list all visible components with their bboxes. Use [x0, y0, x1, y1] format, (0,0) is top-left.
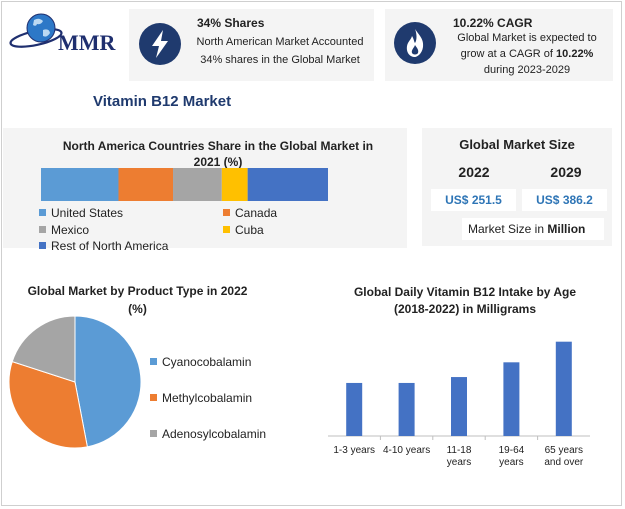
pie-legend-item-methylcobalamin: Methylcobalamin	[150, 391, 252, 405]
legend-label: Adenosylcobalamin	[162, 427, 267, 441]
na-legend-item-cuba: Cuba	[223, 223, 264, 237]
year-2022: 2022	[458, 164, 490, 180]
na-bar-segment-rest-of-north-america	[247, 168, 328, 201]
na-legend-item-rest-of-north-america: Rest of North America	[39, 239, 168, 253]
legend-label: Methylcobalamin	[162, 391, 253, 405]
highlight-card-cagr: 10.22% CAGR Global Market is expected to…	[385, 9, 613, 81]
x-tick-label: 11-18 years	[447, 445, 472, 468]
shares-heading: 34% Shares	[197, 16, 265, 30]
legend-label: United States	[51, 206, 124, 220]
unit-note-unit: Million	[547, 222, 586, 236]
age-bar-19-64-years	[503, 362, 520, 436]
market-size-unit-note: Market Size in Million	[462, 218, 604, 240]
na-legend-item-mexico: Mexico	[39, 223, 89, 237]
shares-line-2: 34% shares in the Global Market	[200, 54, 360, 66]
cagr-heading: 10.22% CAGR	[453, 16, 533, 30]
pie-chart-title-line-1: Global Market by Product Type in 2022	[27, 284, 248, 298]
unit-note-prefix: Market Size in	[468, 222, 548, 236]
na-stacked-bar	[41, 168, 328, 201]
na-chart-title: North America Countries Share in the Glo…	[62, 139, 374, 169]
x-tick-label: 65 years and over	[544, 445, 584, 468]
age-bar-4-10-years	[398, 382, 415, 436]
x-tick-label: 4-10 years	[383, 445, 430, 456]
legend-swatch	[39, 226, 46, 233]
legend-label: Canada	[235, 206, 278, 220]
pie-slice-methylcobalamin	[8, 360, 88, 449]
x-tick-label: 1-3 years	[333, 445, 375, 456]
age-bar-11-18-years	[451, 377, 467, 436]
north-america-share-card: North America Countries Share in the Glo…	[3, 128, 407, 253]
legend-swatch	[150, 358, 157, 365]
na-legend-item-canada: Canada	[223, 206, 277, 220]
pie-legend-item-adenosylcobalamin: Adenosylcobalamin	[150, 427, 266, 441]
na-bar-segment-canada	[118, 168, 174, 201]
legend-label: Cuba	[235, 223, 264, 237]
year-2029: 2029	[550, 164, 582, 180]
na-bar-segment-cuba	[221, 168, 248, 201]
legend-swatch	[223, 209, 230, 216]
age-bar-1-3-years	[346, 382, 363, 436]
legend-swatch	[150, 430, 157, 437]
legend-label: Cyanocobalamin	[162, 355, 252, 369]
legend-swatch	[39, 242, 46, 249]
x-tick-label: 19-64 years	[499, 445, 525, 468]
legend-label: Mexico	[51, 223, 90, 237]
lightning-icon	[138, 22, 182, 66]
pie-chart-title-line-2: (%)	[128, 302, 147, 316]
na-legend-item-united-states: United States	[39, 206, 123, 220]
cagr-line-2-value: 10.22%	[556, 48, 594, 60]
value-2022: US$ 251.5	[431, 189, 516, 211]
legend-swatch	[39, 209, 46, 216]
age-chart-title-line-2: (2018-2022) in Milligrams	[393, 302, 537, 316]
mmr-logo: MMR	[6, 8, 126, 58]
value-2029: US$ 386.2	[522, 189, 607, 211]
legend-label: Rest of North America	[51, 239, 169, 253]
cagr-line-2-prefix: grow at a CAGR of	[460, 48, 557, 60]
flame-icon	[393, 21, 437, 65]
global-market-size-card: Global Market Size 2022 2029 US$ 251.5 U…	[422, 128, 612, 246]
brand-name: MMR	[58, 30, 116, 55]
market-size-heading: Global Market Size	[459, 137, 575, 152]
legend-swatch	[150, 394, 157, 401]
highlight-card-shares: 34% Shares North American Market Account…	[129, 9, 374, 81]
cagr-line-2: grow at a CAGR of 10.22%	[441, 48, 613, 60]
legend-swatch	[223, 226, 230, 233]
age-chart-title-line-1: Global Daily Vitamin B12 Intake by Age	[353, 285, 577, 299]
pie-slice-cyanocobalamin	[74, 315, 142, 448]
cagr-line-3: during 2023-2029	[483, 64, 571, 76]
pie-slice-adenosylcobalamin	[11, 315, 76, 383]
na-bar-segment-mexico	[173, 168, 222, 201]
product-type-pie	[5, 312, 145, 452]
age-bar-65-years-and-over	[555, 341, 572, 436]
shares-line-1: North American Market Accounted	[196, 36, 364, 48]
globe-icon	[26, 13, 56, 43]
cagr-line-1: Global Market is expected to	[457, 32, 597, 44]
na-bar-segment-united-states	[41, 168, 119, 201]
page-title: Vitamin B12 Market	[93, 93, 232, 110]
pie-legend-item-cyanocobalamin: Cyanocobalamin	[150, 355, 251, 369]
age-intake-bar-chart: 1-3 years 4-10 years 11-18 years 19-64 years 6…	[325, 320, 605, 480]
